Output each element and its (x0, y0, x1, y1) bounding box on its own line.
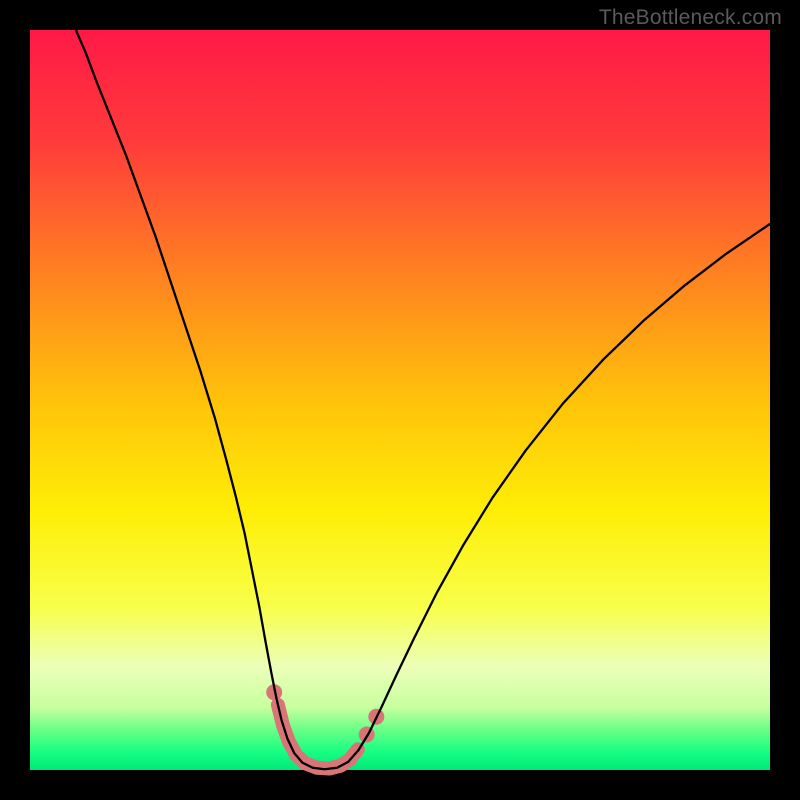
bottleneck-curve (76, 30, 770, 769)
watermark: TheBottleneck.com (599, 6, 782, 30)
chart-svg (30, 30, 770, 770)
plot-area (30, 30, 770, 770)
highlight-band (278, 705, 358, 769)
